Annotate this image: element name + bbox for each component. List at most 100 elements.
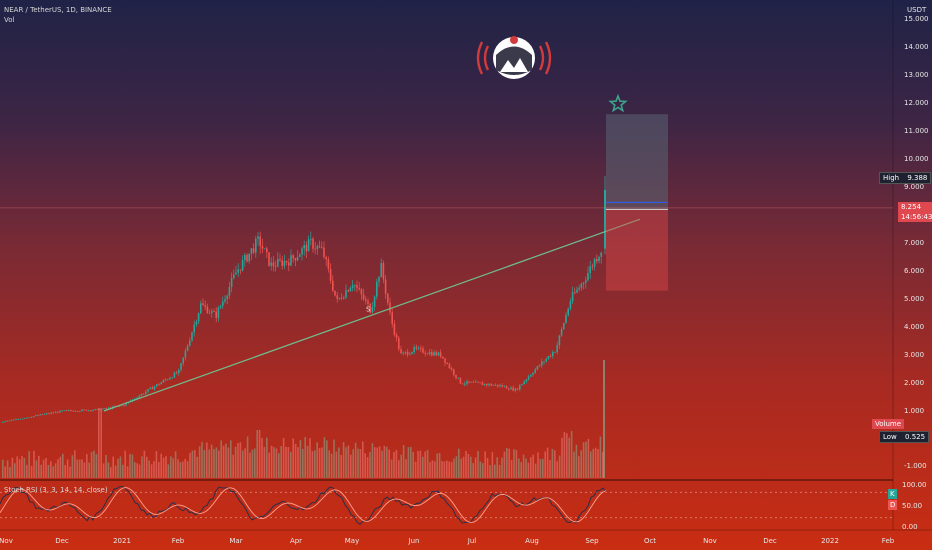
candle-body xyxy=(48,413,50,415)
candle-body xyxy=(527,376,530,380)
candle-body xyxy=(437,352,440,356)
candle-body xyxy=(226,295,228,300)
volume-bar xyxy=(330,453,333,478)
volume-bar xyxy=(407,447,410,478)
low-label-tag: Low 0.525 xyxy=(879,431,930,443)
candle-body xyxy=(41,414,44,416)
volume-bar xyxy=(134,462,136,478)
volume-bar xyxy=(218,450,220,478)
candle-body xyxy=(43,413,46,415)
d-tag: D xyxy=(888,500,898,510)
candle-body xyxy=(72,410,74,412)
volume-bar xyxy=(117,458,119,478)
candle-body xyxy=(556,345,558,353)
volume-bar xyxy=(479,461,482,478)
candle-body xyxy=(94,409,96,411)
volume-bar xyxy=(558,455,561,478)
candle-body xyxy=(409,353,411,355)
volume-bar xyxy=(364,453,366,478)
volume-bar xyxy=(213,449,215,478)
candle-body xyxy=(576,289,578,293)
candle-body xyxy=(459,377,462,384)
price-tick: 9.000 xyxy=(904,183,924,191)
price-tick: 11.000 xyxy=(904,127,929,135)
volume-bar xyxy=(465,450,467,478)
volume-bar xyxy=(441,461,443,478)
time-tick: Jun xyxy=(408,537,420,545)
volume-bar xyxy=(453,458,455,478)
price-axis-currency: USDT xyxy=(907,6,927,14)
candle-body xyxy=(200,303,202,314)
candle-body xyxy=(169,377,171,380)
volume-bar xyxy=(98,408,100,478)
volume-bar xyxy=(602,451,604,478)
price-tick: -1.000 xyxy=(904,462,927,470)
volume-bar xyxy=(136,463,138,478)
stoch-tick: 0.00 xyxy=(902,523,918,531)
volume-bar xyxy=(599,436,602,478)
candle-body xyxy=(63,410,66,412)
volume-bar xyxy=(254,448,256,478)
candle-body xyxy=(149,387,151,390)
price-tick: 7.000 xyxy=(904,239,924,247)
volume-bar xyxy=(210,444,213,478)
volume-bar xyxy=(342,442,345,478)
volume-bar xyxy=(294,443,297,478)
candle-body xyxy=(171,377,173,379)
candle-body xyxy=(156,384,158,387)
volume-bar xyxy=(273,447,275,478)
volume-bar xyxy=(378,446,381,478)
candle-body xyxy=(391,312,393,324)
price-tick: 4.000 xyxy=(904,323,924,331)
volume-bar xyxy=(141,456,143,478)
candle-body xyxy=(450,368,453,370)
candle-body xyxy=(497,384,499,387)
candle-body xyxy=(347,290,349,292)
volume-bar xyxy=(467,453,470,478)
candle-body xyxy=(257,236,259,239)
volume-bar xyxy=(549,460,551,478)
candle-body xyxy=(428,352,431,355)
candle-body xyxy=(378,277,380,282)
volume-bar xyxy=(146,456,148,478)
candle-body xyxy=(477,381,479,383)
candle-body xyxy=(362,294,365,300)
time-tick: Dec xyxy=(763,537,777,545)
volume-bar xyxy=(381,450,383,478)
volume-bar xyxy=(174,451,177,478)
time-tick: 2021 xyxy=(113,537,131,545)
volume-bar xyxy=(107,462,110,478)
candle-body xyxy=(197,313,200,322)
candle-body xyxy=(299,254,301,257)
symbol-title: NEAR / TetherUS, 1D, BINANCE xyxy=(4,6,112,14)
candle-body xyxy=(151,387,154,390)
candle-body xyxy=(523,381,525,385)
candle-body xyxy=(494,384,497,386)
candle-body xyxy=(541,361,543,366)
time-tick: Sep xyxy=(585,537,599,545)
volume-bar-spike xyxy=(603,360,605,478)
candle-body xyxy=(250,248,253,254)
candle-body xyxy=(560,328,563,336)
candle-body xyxy=(186,345,189,351)
volume-bar xyxy=(412,451,414,478)
volume-bar xyxy=(196,456,198,478)
candle-body xyxy=(417,347,420,349)
volume-bar xyxy=(208,449,210,478)
volume-bar xyxy=(244,448,246,478)
candle-body xyxy=(483,383,486,385)
candle-body xyxy=(248,253,250,262)
volume-bar xyxy=(510,460,513,478)
candle-body xyxy=(158,384,160,385)
candle-body xyxy=(103,408,105,410)
volume-bar xyxy=(484,451,486,478)
candle-body xyxy=(503,386,506,387)
volume-bar xyxy=(482,463,484,478)
candle-body xyxy=(4,421,6,423)
volume-bar xyxy=(537,452,539,478)
volume-bar xyxy=(311,451,314,478)
candle-body xyxy=(492,385,495,386)
volume-bar xyxy=(438,452,441,478)
